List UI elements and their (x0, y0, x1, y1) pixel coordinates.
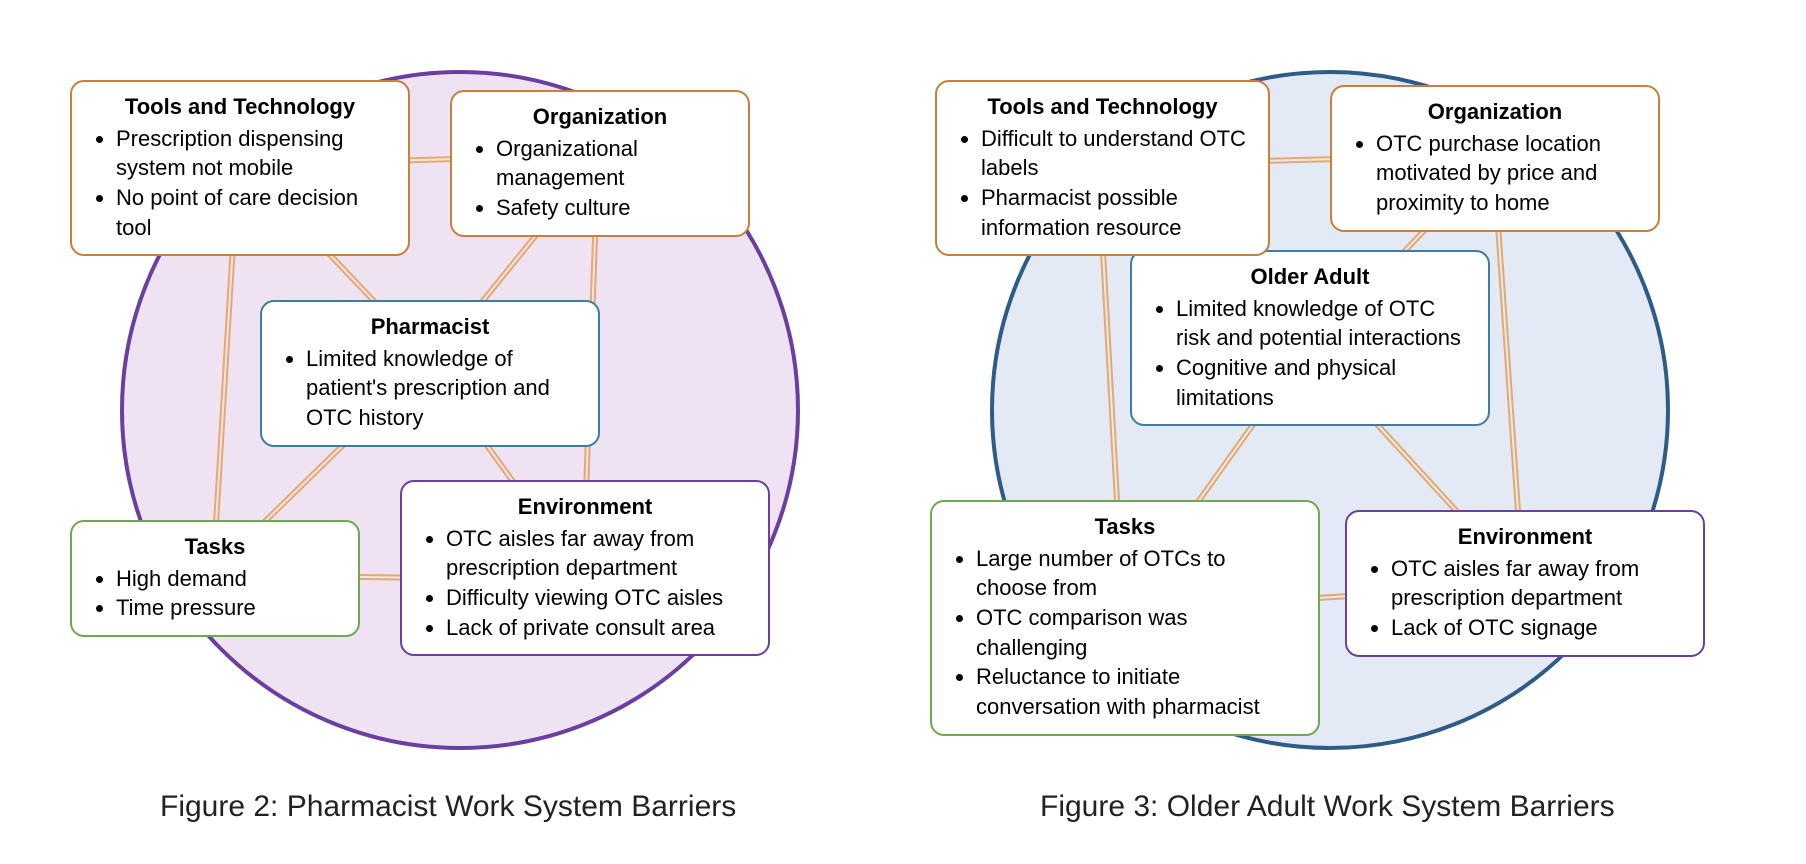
fig2-node-tools-item: Prescription dispensing system not mobil… (116, 124, 392, 183)
fig2-node-tools-list: Prescription dispensing system not mobil… (88, 124, 392, 243)
fig3-caption: Figure 3: Older Adult Work System Barrie… (1040, 790, 1615, 824)
fig2-node-center-item: Limited knowledge of patient's prescript… (306, 344, 582, 433)
fig3-node-tools-title: Tools and Technology (953, 92, 1252, 122)
fig2-node-tasks-title: Tasks (88, 532, 342, 562)
fig3-node-tasks-item: OTC comparison was challenging (976, 603, 1302, 662)
fig3-node-center-title: Older Adult (1148, 262, 1472, 292)
fig2-node-org-list: Organizational managementSafety culture (468, 134, 732, 223)
fig2-node-tasks-item: Time pressure (116, 593, 342, 623)
fig3-node-org: OrganizationOTC purchase location motiva… (1330, 85, 1660, 232)
fig2-node-tools: Tools and TechnologyPrescription dispens… (70, 80, 410, 256)
fig3-node-tools-item: Pharmacist possible information resource (981, 183, 1252, 242)
fig3-node-org-list: OTC purchase location motivated by price… (1348, 129, 1642, 218)
fig3-node-env: EnvironmentOTC aisles far away from pres… (1345, 510, 1705, 657)
fig3-node-env-item: OTC aisles far away from prescription de… (1391, 554, 1687, 613)
fig2-node-tools-title: Tools and Technology (88, 92, 392, 122)
fig2-node-org-title: Organization (468, 102, 732, 132)
fig2-node-env-item: Difficulty viewing OTC aisles (446, 583, 752, 613)
fig2-diagram: PharmacistLimited knowledge of patient's… (30, 30, 880, 830)
fig3-node-center-list: Limited knowledge of OTC risk and potent… (1148, 294, 1472, 413)
fig3-node-tasks-title: Tasks (948, 512, 1302, 542)
fig3-node-tasks-list: Large number of OTCs to choose fromOTC c… (948, 544, 1302, 722)
fig2-node-tasks-list: High demandTime pressure (88, 564, 342, 623)
fig2-node-env: EnvironmentOTC aisles far away from pres… (400, 480, 770, 656)
fig3-node-tools-item: Difficult to understand OTC labels (981, 124, 1252, 183)
fig3-node-center-item: Cognitive and physical limitations (1176, 353, 1472, 412)
fig3-node-center: Older AdultLimited knowledge of OTC risk… (1130, 250, 1490, 426)
fig3-node-center-item: Limited knowledge of OTC risk and potent… (1176, 294, 1472, 353)
fig2-node-center-title: Pharmacist (278, 312, 582, 342)
fig2-node-env-title: Environment (418, 492, 752, 522)
fig2-node-org-item: Safety culture (496, 193, 732, 223)
fig2-node-env-item: OTC aisles far away from prescription de… (446, 524, 752, 583)
fig2-node-center: PharmacistLimited knowledge of patient's… (260, 300, 600, 447)
fig2-node-env-item: Lack of private consult area (446, 613, 752, 643)
fig3-node-tasks-item: Reluctance to initiate conversation with… (976, 662, 1302, 721)
fig2-node-tasks: TasksHigh demandTime pressure (70, 520, 360, 637)
fig3-diagram: Older AdultLimited knowledge of OTC risk… (900, 30, 1750, 830)
fig3-node-org-title: Organization (1348, 97, 1642, 127)
fig3-node-env-item: Lack of OTC signage (1391, 613, 1687, 643)
fig3-node-tasks-item: Large number of OTCs to choose from (976, 544, 1302, 603)
fig2-node-org: OrganizationOrganizational managementSaf… (450, 90, 750, 237)
fig3-node-tools: Tools and TechnologyDifficult to underst… (935, 80, 1270, 256)
fig2-caption: Figure 2: Pharmacist Work System Barrier… (160, 790, 736, 824)
fig2-node-env-list: OTC aisles far away from prescription de… (418, 524, 752, 643)
fig3-node-env-title: Environment (1363, 522, 1687, 552)
fig3-node-tasks: TasksLarge number of OTCs to choose from… (930, 500, 1320, 736)
fig2-node-center-list: Limited knowledge of patient's prescript… (278, 344, 582, 433)
fig2-node-org-item: Organizational management (496, 134, 732, 193)
fig3-node-tools-list: Difficult to understand OTC labelsPharma… (953, 124, 1252, 243)
fig3-node-org-item: OTC purchase location motivated by price… (1376, 129, 1642, 218)
fig2-node-tools-item: No point of care decision tool (116, 183, 392, 242)
fig3-node-env-list: OTC aisles far away from prescription de… (1363, 554, 1687, 643)
fig2-node-tasks-item: High demand (116, 564, 342, 594)
